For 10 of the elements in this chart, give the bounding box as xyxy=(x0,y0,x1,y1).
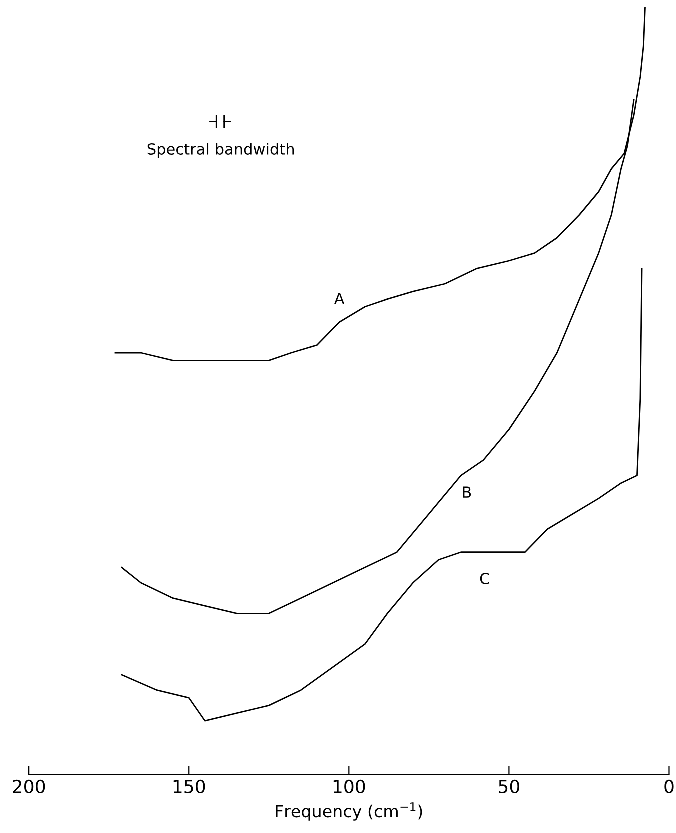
x-tick-label: 0 xyxy=(664,780,674,794)
x-axis-title: Frequency (cm$^{−1}$) xyxy=(276,802,422,821)
series-label: C xyxy=(480,573,490,585)
x-tick-label: 200 xyxy=(13,780,46,794)
x-tick-label: 50 xyxy=(499,780,520,794)
series-label: B xyxy=(463,486,472,498)
series-label: A xyxy=(334,293,345,304)
x-tick-label: 150 xyxy=(174,780,206,794)
annotation: Spectral bandwidth xyxy=(148,143,294,158)
x-tick-label: 100 xyxy=(334,780,366,794)
